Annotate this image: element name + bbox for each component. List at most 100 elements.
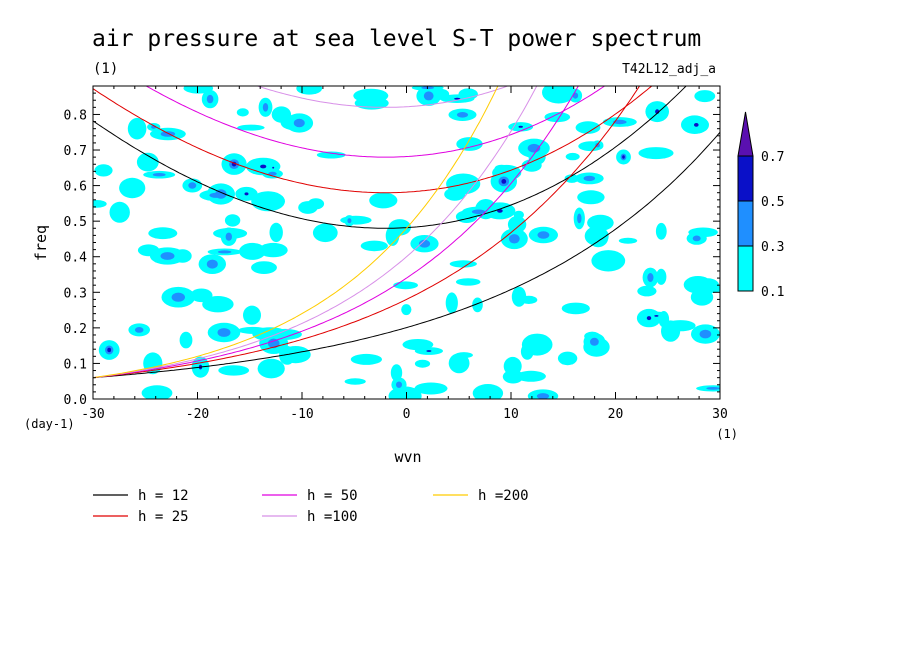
contour-region-low	[202, 296, 234, 313]
contour-region-low	[520, 295, 538, 304]
contour-region-mid	[206, 94, 214, 104]
contour-region-mid	[267, 338, 280, 349]
dispersion-curves	[93, 86, 720, 379]
contour-region-low	[472, 297, 483, 313]
y-tick-label: 0.3	[64, 286, 87, 301]
curve-lower-h12	[93, 131, 720, 379]
contour-region-mid	[577, 213, 582, 224]
x-tick-label: 30	[712, 407, 728, 422]
contour-region-low	[694, 90, 716, 103]
contour-region-low	[257, 358, 285, 379]
colorbar-segment	[737, 200, 754, 247]
contour-region-low	[638, 147, 674, 160]
contour-region-low	[109, 201, 130, 223]
contour-region-low	[94, 164, 113, 177]
contour-region-low	[637, 285, 657, 297]
contour-region-low	[148, 227, 178, 240]
x-tick-label: -30	[81, 407, 104, 422]
contour-region-low	[218, 365, 250, 376]
contour-region-low	[127, 117, 147, 140]
contour-region-mid	[418, 239, 431, 248]
curve-lower-h100	[93, 86, 538, 379]
contour-region-low	[369, 192, 398, 209]
contour-region-low	[587, 214, 614, 231]
contour-region-low	[271, 106, 292, 123]
contour-region-mid	[647, 273, 654, 282]
y-axis-label: freq	[32, 225, 50, 261]
curve-lower-h25	[93, 86, 641, 379]
contour-region-high	[244, 192, 249, 196]
x-tick-label: -20	[186, 407, 209, 422]
contour-region-low	[544, 112, 571, 123]
curve-upper-h25	[93, 86, 653, 194]
y-unit-label: (day-1)	[24, 417, 75, 431]
contour-region-low	[237, 124, 265, 131]
contour-region-low	[190, 288, 213, 303]
contour-region-low	[312, 223, 338, 243]
contour-region-low	[280, 346, 311, 364]
contour-region-low	[352, 216, 365, 224]
contour-region-low	[456, 137, 483, 151]
contour-region-mid	[225, 232, 232, 241]
contour-region-mid	[699, 329, 712, 339]
contour-region-low	[179, 331, 193, 349]
contour-region-low	[316, 151, 346, 159]
contour-region-low	[390, 364, 403, 382]
contour-region-low	[173, 249, 192, 263]
curve-upper-h100	[255, 86, 510, 108]
contour-region-mid	[206, 259, 218, 269]
colorbar-label: 0.5	[761, 195, 784, 210]
chart-title: air pressure at sea level S-T power spec…	[92, 26, 701, 52]
contour-region-low	[577, 190, 605, 205]
x-tick-label: -10	[290, 407, 313, 422]
contour-region-low	[414, 382, 448, 395]
contour-region-mid	[692, 235, 701, 242]
y-tick-label: 0.5	[64, 215, 87, 230]
contour-region-high	[426, 350, 432, 352]
contour-region-mid	[217, 328, 231, 337]
contour-region-low	[258, 242, 288, 258]
contour-region-low	[350, 353, 382, 365]
y-tick-label: 0.2	[64, 322, 87, 337]
contour-region-low	[565, 152, 580, 161]
chart-subtitle-right: T42L12_adj_a	[622, 62, 716, 77]
curve-lower-h50	[93, 86, 579, 379]
contour-region-low	[296, 86, 323, 95]
contour-region-low	[183, 86, 214, 94]
y-tick-label: 0.4	[64, 251, 88, 266]
contour-region-low	[516, 370, 546, 382]
legend: h = 12 h = 25 h = 50 h =100 h =200	[93, 488, 529, 525]
contour-region-low	[575, 121, 601, 134]
contour-region-low	[388, 219, 411, 236]
y-tick-label: 0.6	[64, 180, 87, 195]
colorbar: 0.1 0.3 0.5 0.7	[737, 111, 784, 300]
contour-region-low	[136, 152, 159, 172]
contour-region-low	[239, 242, 266, 260]
y-tick-label: 0.8	[64, 108, 87, 123]
contour-region-mid	[471, 209, 486, 215]
contour-region-mid	[423, 91, 434, 101]
contour-region-low	[507, 216, 527, 233]
contour-region-low	[564, 174, 579, 183]
contour-region-mid	[508, 234, 520, 244]
y-tick-label: 0.7	[64, 144, 87, 159]
contour-region-high	[260, 164, 267, 169]
contour-region-low	[591, 250, 626, 272]
contour-region-mid	[134, 327, 144, 333]
contour-region-mid	[217, 250, 232, 254]
contour-region-mid	[583, 175, 596, 182]
contour-region-mid	[152, 173, 166, 177]
contour-field	[93, 86, 720, 399]
contour-region-low	[224, 214, 241, 227]
contour-region-mid	[590, 337, 599, 346]
contour-region-low	[520, 343, 534, 360]
contour-region-low	[344, 378, 366, 385]
contour-region-low	[360, 240, 388, 252]
curve-upper-h50	[145, 86, 606, 158]
legend-label: h = 25	[138, 509, 189, 525]
contour-region-mid	[262, 103, 269, 112]
contour-region-high	[622, 155, 625, 159]
contour-region-low	[665, 320, 696, 332]
contour-region-low	[388, 386, 422, 399]
legend-label: h = 50	[307, 488, 358, 504]
